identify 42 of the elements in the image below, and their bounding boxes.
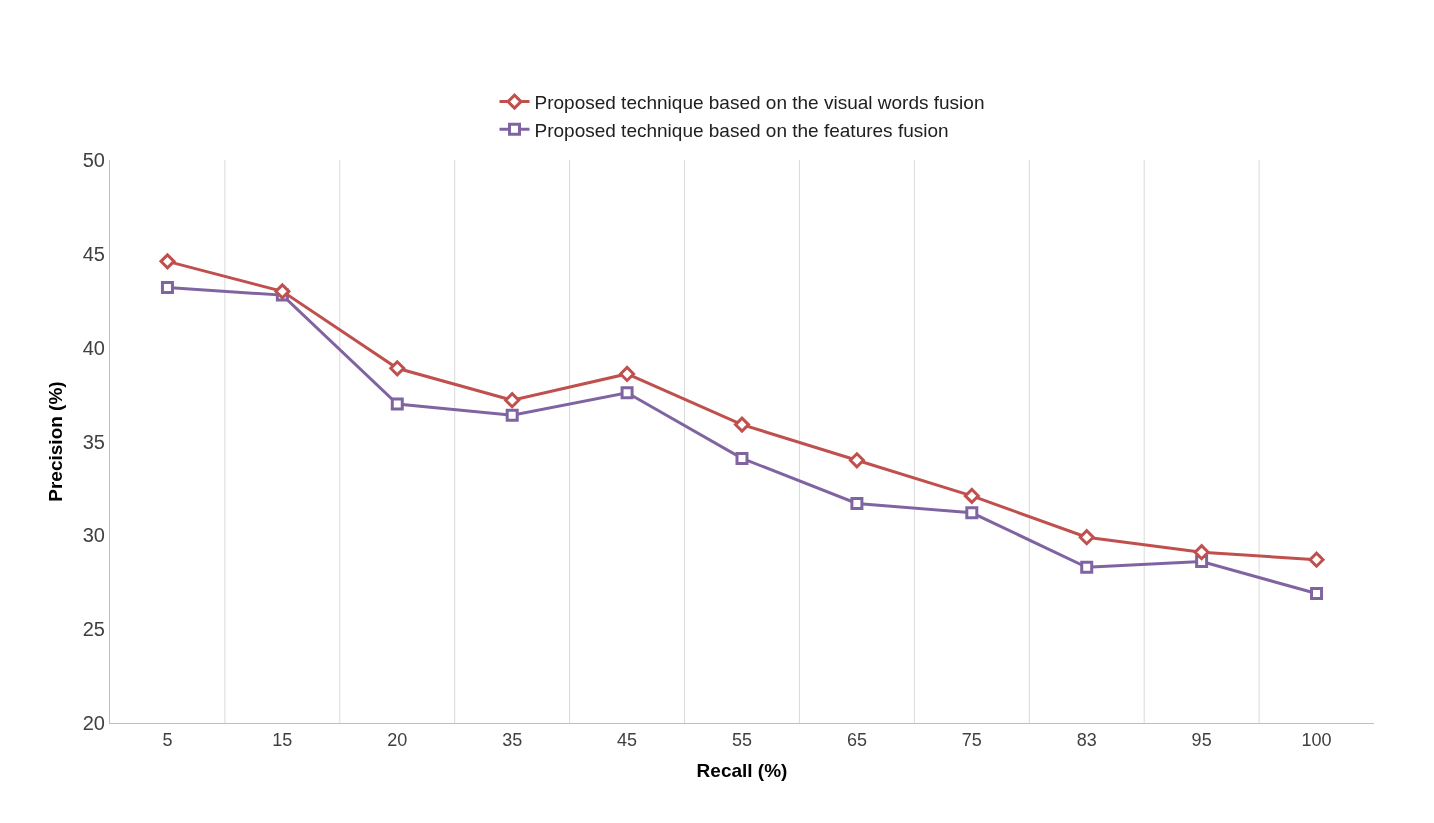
y-tick-label: 20 [82, 712, 105, 734]
point [505, 408, 519, 422]
x-tick-label: 55 [731, 729, 753, 750]
point [1193, 544, 1210, 561]
y-tick-label: 25 [82, 618, 105, 641]
x-tick-label: 65 [846, 729, 867, 750]
point [965, 506, 979, 520]
point [963, 487, 980, 504]
x-tick-label: 100 [1301, 729, 1332, 750]
point [848, 452, 865, 469]
y-tick-label: 35 [82, 430, 105, 453]
point [620, 386, 634, 400]
point [1308, 551, 1325, 568]
x-tick-label: 5 [162, 729, 173, 750]
point [504, 392, 521, 409]
point [1080, 560, 1094, 574]
y-tick-label: 30 [82, 524, 105, 547]
x-tick-label: 83 [1076, 729, 1097, 750]
y-tick-label: 40 [82, 336, 105, 359]
y-tick-label: 45 [82, 242, 105, 265]
point [1078, 529, 1095, 546]
x-tick-label: 95 [1191, 729, 1212, 750]
y-axis-title: Precision (%) [44, 381, 66, 502]
point [1310, 587, 1324, 601]
x-axis-title: Recall (%) [696, 760, 788, 782]
x-tick-label: 75 [961, 729, 982, 750]
x-tick-label: 15 [272, 729, 293, 750]
point [160, 281, 174, 295]
point [734, 416, 750, 433]
point [159, 253, 176, 270]
x-tick-label: 45 [617, 729, 638, 750]
point [619, 365, 636, 382]
point [735, 451, 749, 465]
x-tick-label: 20 [387, 729, 408, 750]
y-tick-label: 50 [82, 149, 105, 171]
point [274, 283, 291, 300]
x-tick-label: 35 [502, 729, 523, 750]
legend-label: Proposed technique based on the features fusion [534, 119, 949, 141]
point [389, 360, 406, 377]
point [390, 397, 404, 411]
legend-label: Proposed technique based on the visual words fusion [534, 92, 985, 113]
point [850, 496, 864, 510]
